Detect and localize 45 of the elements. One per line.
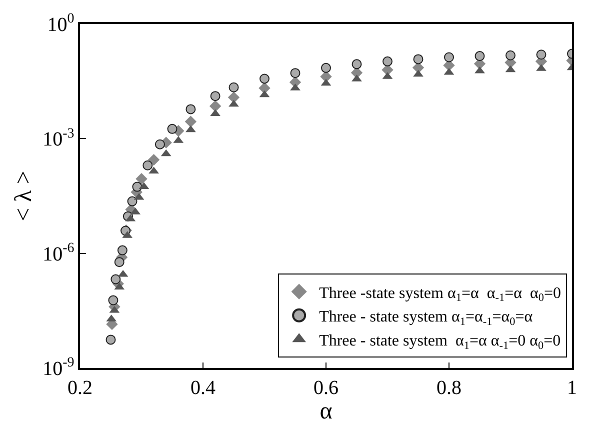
point [444, 52, 454, 62]
legend-label: Three -state system α$_{1}$=α α$_{-1}$=α α$_{0}$=0 [319, 284, 561, 304]
point [506, 50, 516, 60]
point [106, 334, 116, 345]
y-tick-label: 10$^{-3}$ [42, 126, 74, 151]
point [184, 116, 197, 128]
point [228, 100, 239, 107]
point [474, 51, 485, 62]
point [110, 274, 121, 284]
x-tick-label: 1 [567, 376, 577, 399]
point [210, 91, 220, 102]
y-axis-title: < λ > [11, 170, 38, 222]
point [136, 172, 148, 185]
point [209, 100, 222, 112]
legend-label: Three - state system α$_{1}$=α$_{-1}$=α$_{0}$=α [319, 308, 534, 328]
point [114, 257, 124, 268]
y-tick-label: 10$^{-6}$ [42, 240, 74, 266]
point [352, 59, 362, 70]
point [413, 54, 424, 64]
point [260, 74, 270, 84]
point [132, 182, 142, 192]
point [290, 68, 300, 78]
legend-label: Three - state system α$_{1}$=α α$_{-1}$=0 α$_{0}$=0 [319, 332, 561, 352]
point [186, 104, 196, 114]
point [148, 154, 160, 166]
point [413, 70, 424, 77]
y-tick-label: 10$^{0}$ [47, 12, 74, 36]
point [536, 50, 546, 60]
point [108, 295, 118, 306]
point [382, 56, 392, 66]
point [154, 139, 165, 150]
x-tick-label: 0.4 [190, 376, 216, 399]
point [142, 160, 153, 170]
point [186, 125, 196, 132]
x-axis-title: α [320, 398, 333, 425]
point [148, 166, 159, 174]
point [228, 92, 240, 104]
x-tick-label: 0.8 [436, 376, 462, 399]
point [127, 196, 138, 206]
point [117, 245, 128, 256]
point [474, 66, 485, 74]
point [321, 62, 331, 73]
point [228, 82, 239, 92]
point [167, 124, 178, 134]
x-tick-label: 0.6 [314, 376, 338, 399]
